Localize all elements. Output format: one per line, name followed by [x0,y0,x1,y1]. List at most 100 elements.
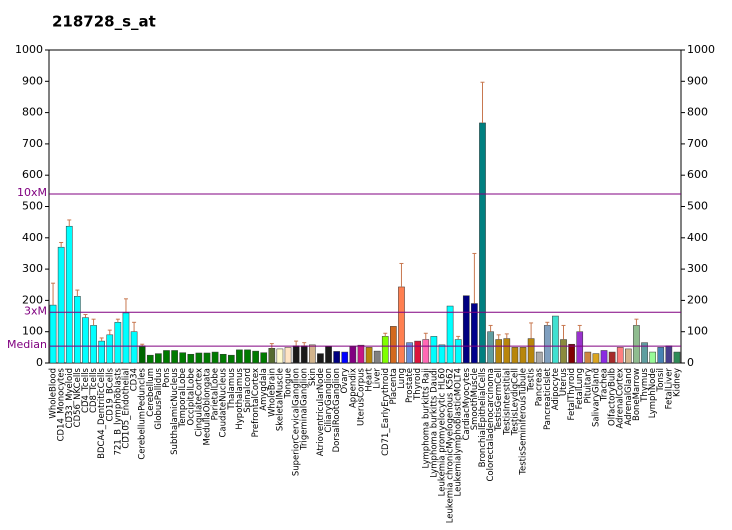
x-tick-label: Cerebellum [146,368,156,417]
x-tick-label: Heart [365,367,375,391]
y-tick-label: 800 [22,106,43,119]
x-tick-label: 721_B_lymphoblasts [113,367,123,455]
bar [430,336,438,364]
y-tick-label: 700 [22,137,43,150]
x-tick-label: CD56_NKCells [73,367,83,427]
x-tick-label: CD105_Endothelial [121,368,131,449]
bar [98,340,105,364]
x-tick-label: BDCA4_DentriticCells [97,367,107,458]
x-tick-label: Leukemia promyelocytic HL60 [437,368,447,496]
bar [349,346,357,364]
y-tick-label: 1000 [15,43,43,56]
bar [576,331,584,364]
x-tick-label: LymphNode [648,368,658,418]
y-tick-label: 200 [22,293,43,306]
chart-title: 218728_s_at [52,13,156,31]
x-tick-label: PrefrontalCortex [251,368,261,437]
bar [454,339,462,364]
x-tick-label: TestisLeydigCell [510,368,520,436]
y-tick-label: 900 [22,74,43,87]
x-tick-label: Prostate [405,368,415,403]
x-tick-label: Thalamus [227,367,237,410]
y2-tick-label: 800 [687,106,708,119]
x-tick-label: WholeBlood [49,368,59,419]
bar [673,351,681,364]
y2-tick-label: 0 [687,356,694,369]
bar [309,344,316,364]
x-tick-label: Tongue [284,368,294,399]
x-tick-label: CD71_EarlyErythroid [381,368,391,456]
y2-tick-label: 600 [687,168,708,181]
bar [276,348,284,364]
bar [155,353,162,364]
bar [300,345,308,364]
bar [292,345,300,364]
bar [446,305,454,364]
x-tick-label: FetalLung [575,368,585,409]
y2-tick-label: 300 [687,262,708,275]
y-tick-label: 400 [22,231,43,244]
bar [114,322,122,364]
x-tick-label: AtrioventricularNode [316,368,326,456]
y2-tick-label: 700 [687,137,708,150]
y-tick-label: 100 [22,325,43,338]
x-tick-label: Appendix [348,368,358,408]
bar [357,344,365,364]
y-tick-label: 300 [22,262,43,275]
bar [106,334,114,364]
bar [641,342,648,364]
bar [422,339,430,364]
x-tick-label: BoneMarrow [632,368,642,421]
bar [560,339,567,364]
x-tick-label: FetalLiver [664,368,674,410]
bar [122,312,130,364]
bar [649,351,656,364]
bar [90,325,97,364]
bar [608,351,616,364]
bar [600,350,608,364]
x-tick-label: CardiacMyocytes [462,367,472,440]
x-tick-label: Testis [527,367,537,392]
bar [625,348,632,364]
x-tick-label: Lung [397,368,407,389]
x-tick-label: CD14_Monocytes [57,367,67,441]
bar [187,353,195,364]
bar [633,325,640,364]
x-tick-label: Pancreas [535,367,545,406]
x-tick-label: DorsalRootGanglion [332,368,342,452]
bar [325,346,332,364]
bar [49,304,57,364]
x-tick-label: TestisSeminiferousTubule [519,368,529,476]
y2-tick-label: 1000 [687,43,715,56]
bar [341,351,349,364]
x-tick-label: CD4_Tcells [81,367,91,413]
bar [268,348,276,364]
x-tick-label: SmoothMuscle [470,368,480,430]
bar [511,347,519,364]
x-tick-label: CiliaryGanglion [324,368,334,433]
x-tick-label: WholeBrain [267,368,277,417]
bar [414,340,421,364]
x-tick-label: Lymphoma burkitts Raji [421,368,431,468]
x-tick-label: PancreaticIslet [543,367,553,430]
bar [138,345,146,364]
y2-tick-label: 100 [687,325,708,338]
x-tick-label: Liver [373,368,383,389]
x-tick-label: SkeletalMuscle [275,368,285,431]
x-tick-label: CD33_Myeloid [65,368,75,428]
x-tick-label: Placenta [389,368,399,405]
y-tick-label: 0 [36,356,43,369]
bar [252,350,259,364]
y2-tick-label: 400 [687,231,708,244]
x-tick-label: CD34 [130,368,140,391]
bar [179,352,187,364]
x-tick-label: AdrenalGland [624,368,634,426]
bar [260,352,268,364]
x-tick-label: CaudateNucleus [219,367,229,437]
x-tick-label: LeukemialymphoblasticMOLT4 [454,368,464,497]
bar [146,354,154,364]
x-tick-label: Pituitary [583,368,593,403]
x-tick-label: Pons [162,367,172,387]
reference-label: 3xM [24,304,47,317]
